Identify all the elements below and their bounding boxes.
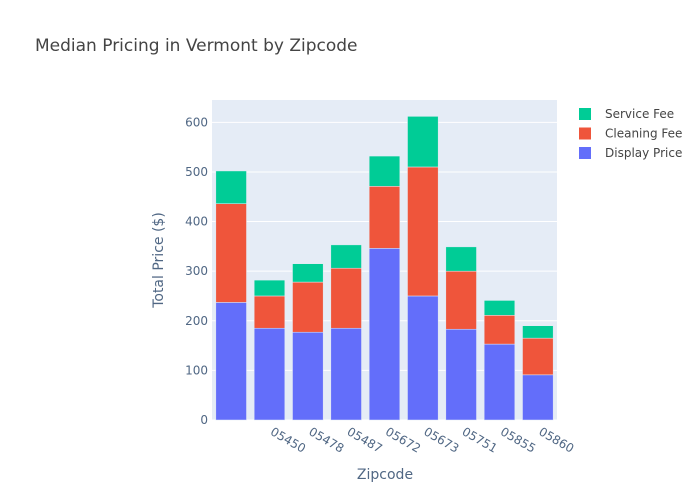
bar-segment[interactable] xyxy=(215,170,247,204)
bar-segment[interactable] xyxy=(522,337,554,376)
x-tick-label: 05478 xyxy=(306,424,346,455)
bar-segment[interactable] xyxy=(292,331,324,421)
legend-item[interactable]: Cleaning Fee xyxy=(579,127,682,141)
bar-segment[interactable] xyxy=(407,295,439,421)
x-tick-label: 05751 xyxy=(460,424,500,455)
x-tick-label: 05855 xyxy=(498,424,538,455)
bar-segment[interactable] xyxy=(215,302,247,421)
y-tick-label: 200 xyxy=(185,314,208,328)
bar-segment[interactable] xyxy=(407,116,439,168)
y-tick-labels: 0 100 200 300 400 500 600 xyxy=(185,115,208,427)
bar-segment[interactable] xyxy=(368,186,401,249)
y-tick-label: 600 xyxy=(185,115,208,129)
legend-swatch xyxy=(579,108,591,120)
bar-segment[interactable] xyxy=(253,279,286,297)
bar-segment[interactable] xyxy=(215,203,247,303)
bar-segment[interactable] xyxy=(483,300,516,316)
legend-swatch xyxy=(579,127,591,140)
bar-segment[interactable] xyxy=(292,263,324,283)
x-axis-title: Zipcode xyxy=(357,467,413,483)
legend-item[interactable]: Service Fee xyxy=(579,107,674,121)
bar-segment[interactable] xyxy=(368,155,401,187)
y-tick-label: 0 xyxy=(200,413,208,427)
bar-segment[interactable] xyxy=(445,246,477,272)
bar-segment[interactable] xyxy=(292,281,324,333)
y-tick-label: 100 xyxy=(185,363,208,377)
x-tick-label: 05450 xyxy=(268,424,308,455)
bar-segment[interactable] xyxy=(445,328,477,421)
legend-label: Display Price xyxy=(605,146,682,160)
x-tick-label: 05860 xyxy=(536,424,576,455)
bar-segment[interactable] xyxy=(483,315,516,345)
y-axis-title: Total Price ($) xyxy=(151,212,167,309)
chart-title: Median Pricing in Vermont by Zipcode xyxy=(35,36,358,56)
bar-segment[interactable] xyxy=(253,327,286,421)
bar-segment[interactable] xyxy=(445,270,477,330)
bar-segment[interactable] xyxy=(253,295,286,329)
x-tick-label: 05673 xyxy=(421,424,461,455)
legend-label: Cleaning Fee xyxy=(605,127,682,141)
x-tick-label: 05672 xyxy=(383,424,423,455)
y-tick-label: 400 xyxy=(185,215,208,229)
bars[interactable] xyxy=(215,116,554,421)
bar-segment[interactable] xyxy=(407,166,439,297)
bar-segment[interactable] xyxy=(522,325,554,339)
bar-segment[interactable] xyxy=(330,244,362,269)
legend-label: Service Fee xyxy=(605,107,674,121)
legend-item[interactable]: Display Price xyxy=(579,146,682,160)
y-tick-label: 500 xyxy=(185,165,208,179)
bar-segment[interactable] xyxy=(483,343,516,421)
y-tick-label: 300 xyxy=(185,264,208,278)
bar-segment[interactable] xyxy=(330,267,362,329)
bar-segment[interactable] xyxy=(522,374,554,421)
bar-segment[interactable] xyxy=(368,248,401,421)
bar-segment[interactable] xyxy=(330,327,362,421)
x-tick-label: 05487 xyxy=(345,424,385,455)
legend-swatch xyxy=(579,147,591,159)
legend[interactable]: Service Fee Cleaning Fee Display Price xyxy=(579,107,682,160)
